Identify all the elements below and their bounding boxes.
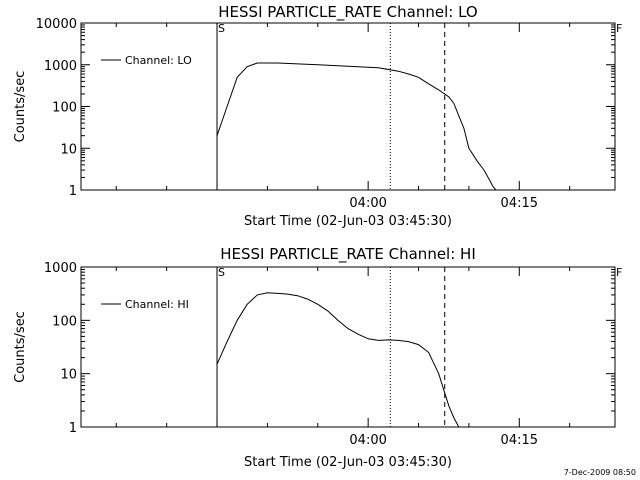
series-line-1-0 bbox=[216, 292, 460, 428]
y-tick-label: 1000 bbox=[44, 59, 77, 74]
x-tick-label: 04:00 bbox=[349, 433, 386, 448]
y-tick-label: 1 bbox=[69, 421, 77, 436]
marker-label: S bbox=[218, 266, 225, 279]
chart-title-0: HESSI PARTICLE_RATE Channel: LO bbox=[218, 3, 477, 22]
plot-frame-0 bbox=[80, 22, 616, 191]
y-tick-label: 100 bbox=[52, 314, 77, 329]
timestamp: 7-Dec-2009 08:50 bbox=[564, 468, 636, 477]
legend-label: Channel: HI bbox=[125, 298, 189, 311]
y-axis-label-1: Counts/sec bbox=[13, 311, 28, 383]
x-axis-label-0: Start Time (02-Jun-03 03:45:30) bbox=[244, 214, 452, 229]
y-tick-label: 10 bbox=[60, 142, 77, 157]
plot-frame-1 bbox=[80, 266, 616, 428]
y-axis-label-0: Counts/sec bbox=[13, 71, 28, 143]
y-tick-label: 10000 bbox=[36, 17, 77, 32]
marker-label: F bbox=[616, 266, 622, 279]
marker-label: F bbox=[616, 22, 622, 35]
x-tick-label: 04:00 bbox=[349, 196, 386, 211]
series-line-0-0 bbox=[216, 62, 497, 191]
x-tick-label: 04:15 bbox=[501, 433, 538, 448]
marker-label: S bbox=[218, 22, 225, 35]
x-axis-label-1: Start Time (02-Jun-03 03:45:30) bbox=[244, 455, 452, 470]
y-tick-label: 100 bbox=[52, 101, 77, 116]
y-tick-label: 10 bbox=[60, 368, 77, 383]
y-tick-label: 1000 bbox=[44, 261, 77, 276]
y-tick-label: 1 bbox=[69, 184, 77, 199]
chart-title-1: HESSI PARTICLE_RATE Channel: HI bbox=[220, 245, 476, 264]
x-tick-label: 04:15 bbox=[501, 196, 538, 211]
legend-label: Channel: LO bbox=[125, 54, 192, 67]
